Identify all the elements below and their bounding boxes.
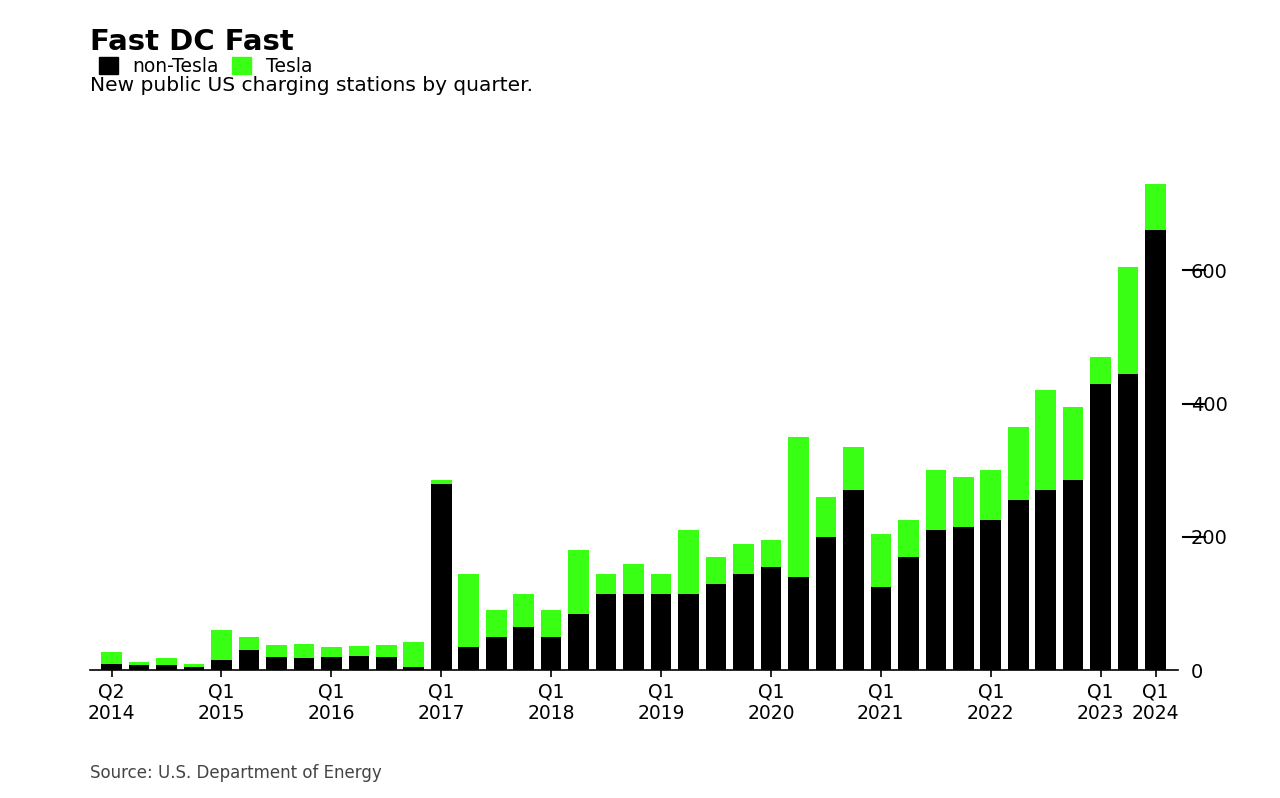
Bar bbox=[705, 557, 726, 583]
Bar bbox=[321, 657, 342, 670]
Bar bbox=[541, 610, 562, 637]
Legend: non-Tesla, Tesla: non-Tesla, Tesla bbox=[99, 57, 312, 76]
Bar bbox=[1146, 87, 1166, 230]
Bar bbox=[899, 520, 919, 557]
Bar bbox=[925, 470, 946, 531]
Bar bbox=[1146, 230, 1166, 670]
Bar bbox=[293, 644, 314, 658]
Bar bbox=[650, 574, 672, 594]
Bar bbox=[266, 645, 287, 657]
Bar bbox=[844, 447, 864, 490]
Bar bbox=[1036, 390, 1056, 490]
Bar bbox=[513, 594, 534, 627]
Bar bbox=[788, 577, 809, 670]
Bar bbox=[1117, 267, 1138, 373]
Text: New public US charging stations by quarter.: New public US charging stations by quart… bbox=[90, 76, 532, 95]
Bar bbox=[1007, 500, 1029, 670]
Bar bbox=[815, 497, 836, 537]
Bar bbox=[623, 563, 644, 594]
Bar bbox=[1007, 427, 1029, 500]
Bar bbox=[1091, 384, 1111, 670]
Bar bbox=[980, 520, 1001, 670]
Bar bbox=[101, 652, 122, 664]
Bar bbox=[1091, 357, 1111, 384]
Bar bbox=[870, 534, 891, 587]
Bar bbox=[760, 567, 781, 670]
Bar bbox=[568, 614, 589, 670]
Bar bbox=[733, 574, 754, 670]
Bar bbox=[238, 650, 260, 670]
Bar bbox=[788, 437, 809, 577]
Bar bbox=[1036, 490, 1056, 670]
Bar bbox=[184, 664, 205, 667]
Bar bbox=[101, 664, 122, 670]
Bar bbox=[238, 637, 260, 650]
Bar bbox=[348, 646, 369, 656]
Bar bbox=[348, 656, 369, 670]
Bar bbox=[211, 660, 232, 670]
Bar bbox=[376, 657, 397, 670]
Bar bbox=[486, 637, 507, 670]
Bar bbox=[211, 630, 232, 660]
Bar bbox=[431, 484, 452, 670]
Bar bbox=[403, 642, 424, 667]
Text: Fast DC Fast: Fast DC Fast bbox=[90, 28, 293, 56]
Bar bbox=[844, 490, 864, 670]
Bar bbox=[541, 637, 562, 670]
Bar bbox=[486, 610, 507, 637]
Bar bbox=[376, 645, 397, 657]
Bar bbox=[293, 658, 314, 670]
Bar bbox=[870, 587, 891, 670]
Bar bbox=[431, 480, 452, 484]
Bar bbox=[1062, 407, 1083, 480]
Bar bbox=[595, 594, 617, 670]
Bar bbox=[925, 531, 946, 670]
Bar bbox=[403, 667, 424, 670]
Bar bbox=[815, 537, 836, 670]
Bar bbox=[156, 658, 177, 665]
Text: Source: U.S. Department of Energy: Source: U.S. Department of Energy bbox=[90, 764, 381, 782]
Bar bbox=[1062, 480, 1083, 670]
Bar bbox=[650, 594, 672, 670]
Bar bbox=[678, 594, 699, 670]
Bar bbox=[899, 557, 919, 670]
Bar bbox=[184, 667, 205, 670]
Bar bbox=[705, 583, 726, 670]
Bar bbox=[760, 540, 781, 567]
Bar bbox=[623, 594, 644, 670]
Bar bbox=[980, 470, 1001, 520]
Bar bbox=[678, 531, 699, 594]
Bar bbox=[733, 543, 754, 574]
Bar bbox=[568, 551, 589, 614]
Bar bbox=[954, 477, 974, 527]
Bar bbox=[321, 647, 342, 657]
Bar bbox=[458, 647, 479, 670]
Bar bbox=[954, 527, 974, 670]
Bar bbox=[129, 662, 150, 665]
Bar bbox=[458, 574, 479, 647]
Bar bbox=[129, 665, 150, 670]
Bar bbox=[595, 574, 617, 594]
Bar bbox=[513, 627, 534, 670]
Bar bbox=[156, 665, 177, 670]
Bar bbox=[266, 657, 287, 670]
Bar bbox=[1117, 373, 1138, 670]
